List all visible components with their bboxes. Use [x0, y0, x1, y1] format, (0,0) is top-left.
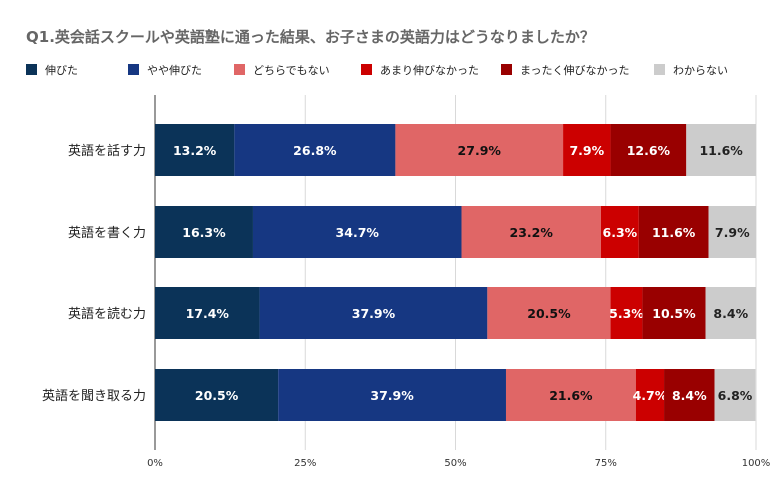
bar-value-label: 17.4%	[186, 306, 230, 321]
legend-label: やや伸びた	[147, 64, 202, 77]
bar-value-label: 5.3%	[609, 306, 644, 321]
bar-value-label: 23.2%	[510, 225, 554, 240]
bar-value-label: 20.5%	[195, 388, 239, 403]
chart-title: Q1.英会話スクールや英語塾に通った結果、お子さまの英語力はどうなりましたか？	[26, 28, 595, 46]
bar-segment	[610, 124, 687, 176]
legend-swatch	[234, 64, 245, 75]
category-label: 英語を聞き取る力	[42, 388, 146, 404]
bar-value-label: 16.3%	[182, 225, 226, 240]
bar-segment	[708, 206, 756, 258]
x-tick-label: 100%	[742, 458, 771, 469]
bar-value-label: 27.9%	[458, 143, 502, 158]
bar-value-label: 7.9%	[569, 143, 604, 158]
bar-segment	[664, 369, 715, 421]
x-tick-label: 0%	[147, 458, 163, 469]
bar-value-label: 6.8%	[718, 388, 753, 403]
bar-segment	[714, 369, 756, 421]
bar-segment	[635, 369, 665, 421]
category-label: 英語を話す力	[68, 143, 146, 159]
bar-segment	[705, 287, 756, 339]
x-tick-label: 25%	[294, 458, 316, 469]
legend-swatch	[128, 64, 139, 75]
bar-segment	[487, 287, 611, 339]
bar-segment	[505, 369, 636, 421]
bar-segment	[155, 369, 279, 421]
legend-swatch	[26, 64, 37, 75]
bar-segment	[252, 206, 462, 258]
bar-value-label: 4.7%	[633, 388, 668, 403]
legend-swatch	[501, 64, 512, 75]
bar-value-label: 21.6%	[549, 388, 593, 403]
bar-value-label: 26.8%	[293, 143, 337, 158]
bar-value-label: 20.5%	[527, 306, 571, 321]
bar-segment	[395, 124, 564, 176]
legend-label: どちらでもない	[253, 64, 330, 77]
bar-value-label: 10.5%	[652, 306, 696, 321]
x-axis-ticks: 0% 25% 50% 75% 100%	[147, 458, 770, 469]
bar-segment	[278, 369, 506, 421]
bar-value-label: 11.6%	[652, 225, 696, 240]
legend-label: まったく伸びなかった	[520, 64, 630, 77]
bar-segment	[461, 206, 601, 258]
legend-label: わからない	[673, 64, 728, 77]
bar-segment	[155, 124, 235, 176]
bar-segment	[259, 287, 488, 339]
bar-value-label: 8.4%	[672, 388, 707, 403]
bar-value-label: 37.9%	[352, 306, 396, 321]
bar-segment	[563, 124, 611, 176]
legend-label: 伸びた	[45, 64, 78, 77]
bar-value-label: 11.6%	[699, 143, 743, 158]
bar-segment	[642, 287, 706, 339]
bar-segment	[155, 206, 253, 258]
category-label: 英語を読む力	[68, 306, 146, 322]
legend-label: あまり伸びなかった	[380, 64, 479, 77]
bars: 13.2% 26.8% 27.9% 7.9% 12.6% 11.6% 16.3% 34.7% 2…	[155, 124, 756, 421]
x-tick-label: 75%	[595, 458, 617, 469]
category-label: 英語を書く力	[68, 225, 146, 241]
bar-value-label: 13.2%	[173, 143, 217, 158]
bar-value-label: 34.7%	[336, 225, 380, 240]
bar-value-label: 7.9%	[715, 225, 750, 240]
bar-segment	[155, 287, 260, 339]
x-tick-label: 50%	[444, 458, 466, 469]
legend-swatch	[654, 64, 665, 75]
bar-segment	[638, 206, 709, 258]
bar-value-label: 37.9%	[370, 388, 414, 403]
bar-segment	[686, 124, 756, 176]
bar-segment	[610, 287, 643, 339]
bar-value-label: 6.3%	[603, 225, 638, 240]
legend: 伸びた やや伸びた どちらでもない あまり伸びなかった まったく伸びなかった わからない	[26, 64, 728, 77]
bar-segment	[600, 206, 639, 258]
bar-value-label: 8.4%	[713, 306, 748, 321]
bar-segment	[234, 124, 396, 176]
legend-swatch	[361, 64, 372, 75]
bar-value-label: 12.6%	[627, 143, 671, 158]
